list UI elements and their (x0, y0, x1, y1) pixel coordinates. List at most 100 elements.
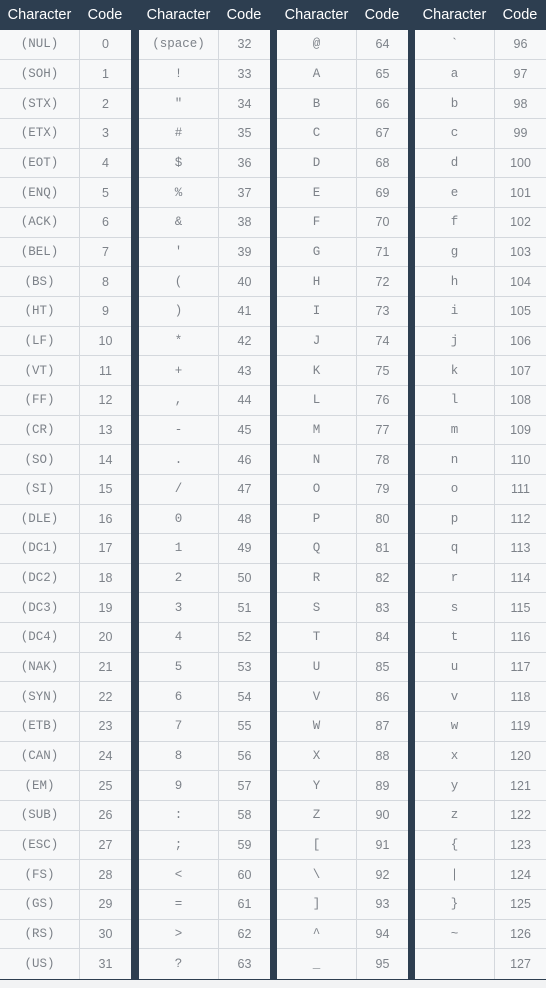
table-row: (SUB) 26 (0, 801, 131, 831)
code-cell: 104 (510, 274, 531, 289)
code-cell: 2 (102, 96, 109, 111)
code-cell: 62 (237, 927, 252, 942)
table-row: 127 (415, 949, 546, 979)
character-cell: R (277, 563, 357, 593)
code-cell: 95 (375, 957, 390, 972)
table-row: >62 (139, 919, 270, 950)
table-row: ? 63 (139, 949, 270, 979)
character-cell: p (415, 504, 495, 534)
table-row: 2 50 (139, 563, 270, 594)
character-cell: (HT) (0, 296, 80, 326)
table-row: (space) 32 (139, 30, 270, 60)
code-cell: 30 (98, 927, 113, 942)
header-code: Code (226, 7, 262, 23)
character-cell: } (415, 890, 495, 919)
character-cell: O (277, 474, 357, 504)
table-row: (DC4) 20 (0, 623, 131, 653)
table-row: (NUL) 0 (0, 30, 131, 60)
character-cell: z (415, 801, 495, 830)
character-cell: (VT) (0, 356, 80, 385)
code-cell: 99 (513, 126, 528, 141)
code-cell: 3 (102, 126, 109, 141)
character-cell: / (139, 474, 219, 504)
character-cell: 4 (139, 623, 219, 652)
header-character: Character (7, 7, 72, 23)
code-cell: 123 (510, 838, 531, 853)
code-cell: 122 (510, 808, 531, 823)
code-cell: 87 (375, 719, 390, 734)
table-row: o 111 (415, 474, 546, 505)
table-row: (STX) 2 (0, 89, 131, 119)
character-cell: * (139, 326, 219, 356)
table-row: ~126 (415, 919, 546, 950)
character-cell: s (415, 593, 495, 623)
table-row: x 120 (415, 741, 546, 772)
code-cell: 74 (375, 333, 390, 348)
code-cell: 24 (98, 749, 113, 764)
code-cell: 77 (375, 422, 390, 437)
character-cell: 1 (139, 534, 219, 563)
code-cell: 71 (375, 244, 390, 259)
table-row: 3 51 (139, 593, 270, 624)
table-body: ` 96 a 97 b 98 c 99 d 100 e 101 f 102 g 103 h 104 i 105 j 106… (415, 30, 546, 979)
code-cell: 9 (102, 304, 109, 319)
code-cell: 61 (237, 897, 252, 912)
code-cell: 76 (375, 393, 390, 408)
code-cell: 124 (510, 867, 531, 882)
character-cell: n (415, 445, 495, 474)
character-cell: v (415, 682, 495, 712)
character-cell: (DC3) (0, 593, 80, 623)
character-cell: g (415, 237, 495, 267)
code-cell: 114 (510, 571, 531, 586)
code-cell: 32 (237, 37, 252, 52)
code-cell: 23 (98, 719, 113, 734)
character-cell: F (277, 207, 357, 237)
code-cell: 75 (375, 363, 390, 378)
code-cell: 108 (510, 393, 531, 408)
code-cell: 46 (237, 452, 252, 467)
table-row: I 73 (277, 296, 408, 327)
character-cell: (ACK) (0, 207, 80, 237)
table-row: H 72 (277, 267, 408, 297)
code-cell: 69 (375, 185, 390, 200)
code-cell: 17 (98, 541, 113, 556)
code-cell: 48 (237, 511, 252, 526)
character-cell: i (415, 296, 495, 326)
table-header: Character Code (415, 0, 546, 30)
character-cell: X (277, 741, 357, 771)
table-row: B 66 (277, 89, 408, 119)
table-row: W 87 (277, 712, 408, 742)
code-cell: 112 (510, 511, 531, 526)
character-cell: A (277, 59, 357, 89)
character-cell: 3 (139, 593, 219, 623)
code-cell: 127 (510, 957, 531, 972)
character-cell: { (415, 830, 495, 860)
code-cell: 33 (237, 66, 252, 81)
table-row: _ 95 (277, 949, 408, 979)
character-cell: : (139, 801, 219, 830)
table-row: L 76 (277, 385, 408, 416)
table-row: [91 (277, 830, 408, 861)
code-cell: 100 (510, 155, 531, 170)
code-cell: 13 (98, 422, 113, 437)
table-row: i 105 (415, 296, 546, 327)
table-row: S 83 (277, 593, 408, 624)
code-cell: 60 (237, 867, 252, 882)
table-row: u 117 (415, 652, 546, 683)
code-cell: 29 (98, 897, 113, 912)
character-cell: ? (139, 949, 219, 979)
character-cell: | (415, 860, 495, 890)
code-cell: 120 (510, 749, 531, 764)
code-cell: 40 (237, 274, 252, 289)
table-body: (NUL) 0 (SOH) 1 (STX) 2 (ETX) 3 (EOT) 4 (ENQ) 5 (ACK… (0, 30, 131, 979)
character-cell: G (277, 237, 357, 267)
character-cell: ~ (415, 919, 495, 949)
code-cell: 19 (98, 600, 113, 615)
code-cell: 103 (510, 244, 531, 259)
character-cell: 7 (139, 712, 219, 741)
code-cell: 63 (237, 957, 252, 972)
character-cell: U (277, 652, 357, 682)
character-cell: a (415, 59, 495, 89)
table-row: 7 55 (139, 712, 270, 742)
code-cell: 116 (510, 630, 531, 645)
